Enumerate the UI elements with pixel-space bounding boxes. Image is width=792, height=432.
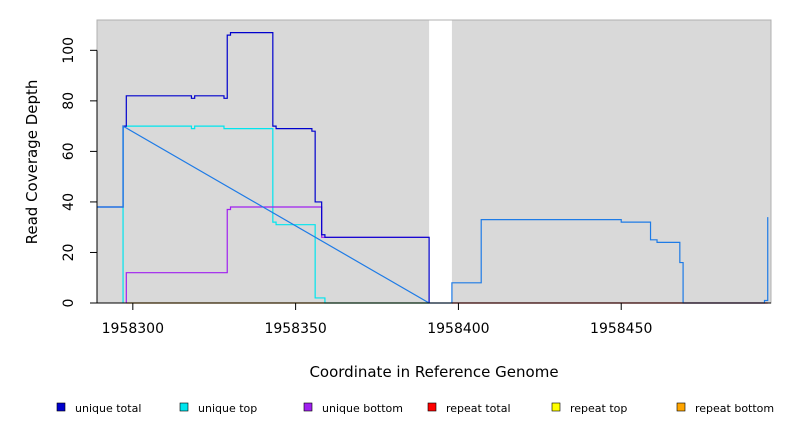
legend-swatch-unique-top [179,402,189,412]
legend-swatch-unique-total [56,402,66,412]
legend-label-unique-bottom: unique bottom [322,402,403,415]
x-tick-label: 1958300 [102,321,164,337]
y-tick-label: 20 [61,244,77,262]
y-axis: 0 20 40 60 80 100 [61,37,98,308]
unique-total-line [97,32,430,303]
x-tick-label: 1958350 [264,321,326,337]
x-tick-label: 1958450 [590,321,652,337]
legend-label-unique-top: unique top [198,402,257,415]
legend-swatch-repeat-bottom [676,402,686,412]
y-tick-label: 0 [61,299,77,308]
y-tick-label: 60 [61,142,77,160]
legend: unique total unique top unique bottom repea… [56,402,774,415]
legend-swatch-repeat-total [427,402,437,412]
y-axis-label: Read Coverage Depth [23,80,41,245]
y-tick-label: 100 [61,37,77,64]
legend-label-repeat-bottom: repeat bottom [695,402,774,415]
x-axis-label: Coordinate in Reference Genome [309,363,558,381]
legend-label-repeat-total: repeat total [446,402,511,415]
x-tick-label: 1958400 [427,321,489,337]
legend-label-repeat-top: repeat top [570,402,627,415]
gap-band [429,20,452,303]
unique-top-line [122,125,430,304]
legend-swatch-unique-bottom [303,402,313,412]
legend-label-unique-total: unique total [75,402,141,415]
legend-swatch-repeat-top [551,402,561,412]
y-tick-label: 40 [61,193,77,211]
gap-region [429,19,452,303]
x-axis: 1958300 1958350 1958400 1958450 [97,302,771,337]
y-tick-label: 80 [61,92,77,110]
